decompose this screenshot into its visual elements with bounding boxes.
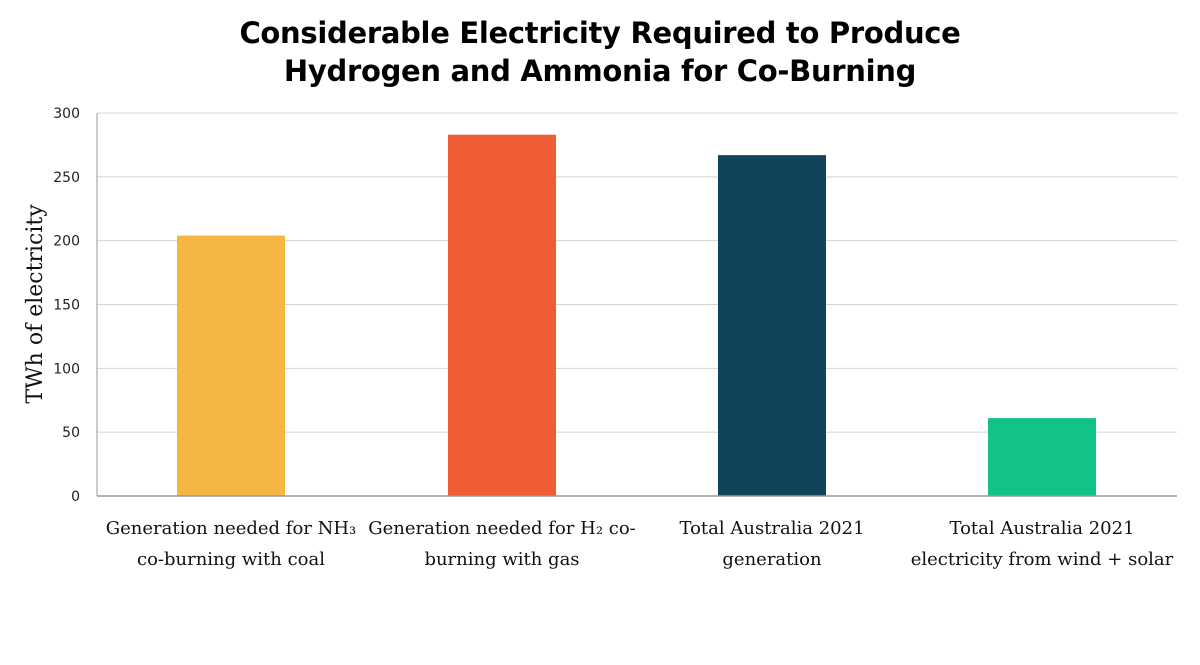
x-tick-label: burning with gas xyxy=(424,549,579,570)
x-tick-label: Generation needed for H₂ co- xyxy=(368,518,636,539)
bar xyxy=(177,235,285,496)
chart-title: Considerable Electricity Required to Pro… xyxy=(0,14,1200,90)
y-tick-label: 250 xyxy=(53,170,80,186)
bar xyxy=(448,134,556,496)
y-axis-label: TWh of electricity xyxy=(23,204,48,404)
x-axis-labels: Generation needed for NH₃ co-burning with… xyxy=(106,518,1174,570)
bars xyxy=(177,134,1096,496)
bar xyxy=(988,418,1096,496)
y-tick-label: 0 xyxy=(71,489,80,505)
y-tick-label: 150 xyxy=(53,298,80,314)
x-tick-label: electricity from wind + solar xyxy=(911,549,1174,570)
y-tick-label: 100 xyxy=(53,361,80,377)
x-tick-label: generation xyxy=(722,549,822,570)
x-tick-label: Generation needed for NH₃ xyxy=(106,518,357,539)
y-tick-label: 50 xyxy=(62,425,80,441)
x-tick-label: Total Australia 2021 xyxy=(679,518,864,539)
chart-title-line-1: Considerable Electricity Required to Pro… xyxy=(239,16,961,50)
y-tick-label: 300 xyxy=(53,106,80,122)
x-tick-label: Total Australia 2021 xyxy=(949,518,1134,539)
bar xyxy=(718,155,826,496)
chart-title-line-2: Hydrogen and Ammonia for Co-Burning xyxy=(283,54,917,88)
y-axis-ticks: 0 50 100 150 200 250 300 xyxy=(53,106,80,505)
x-tick-label: co-burning with coal xyxy=(137,549,325,570)
y-tick-label: 200 xyxy=(53,234,80,250)
